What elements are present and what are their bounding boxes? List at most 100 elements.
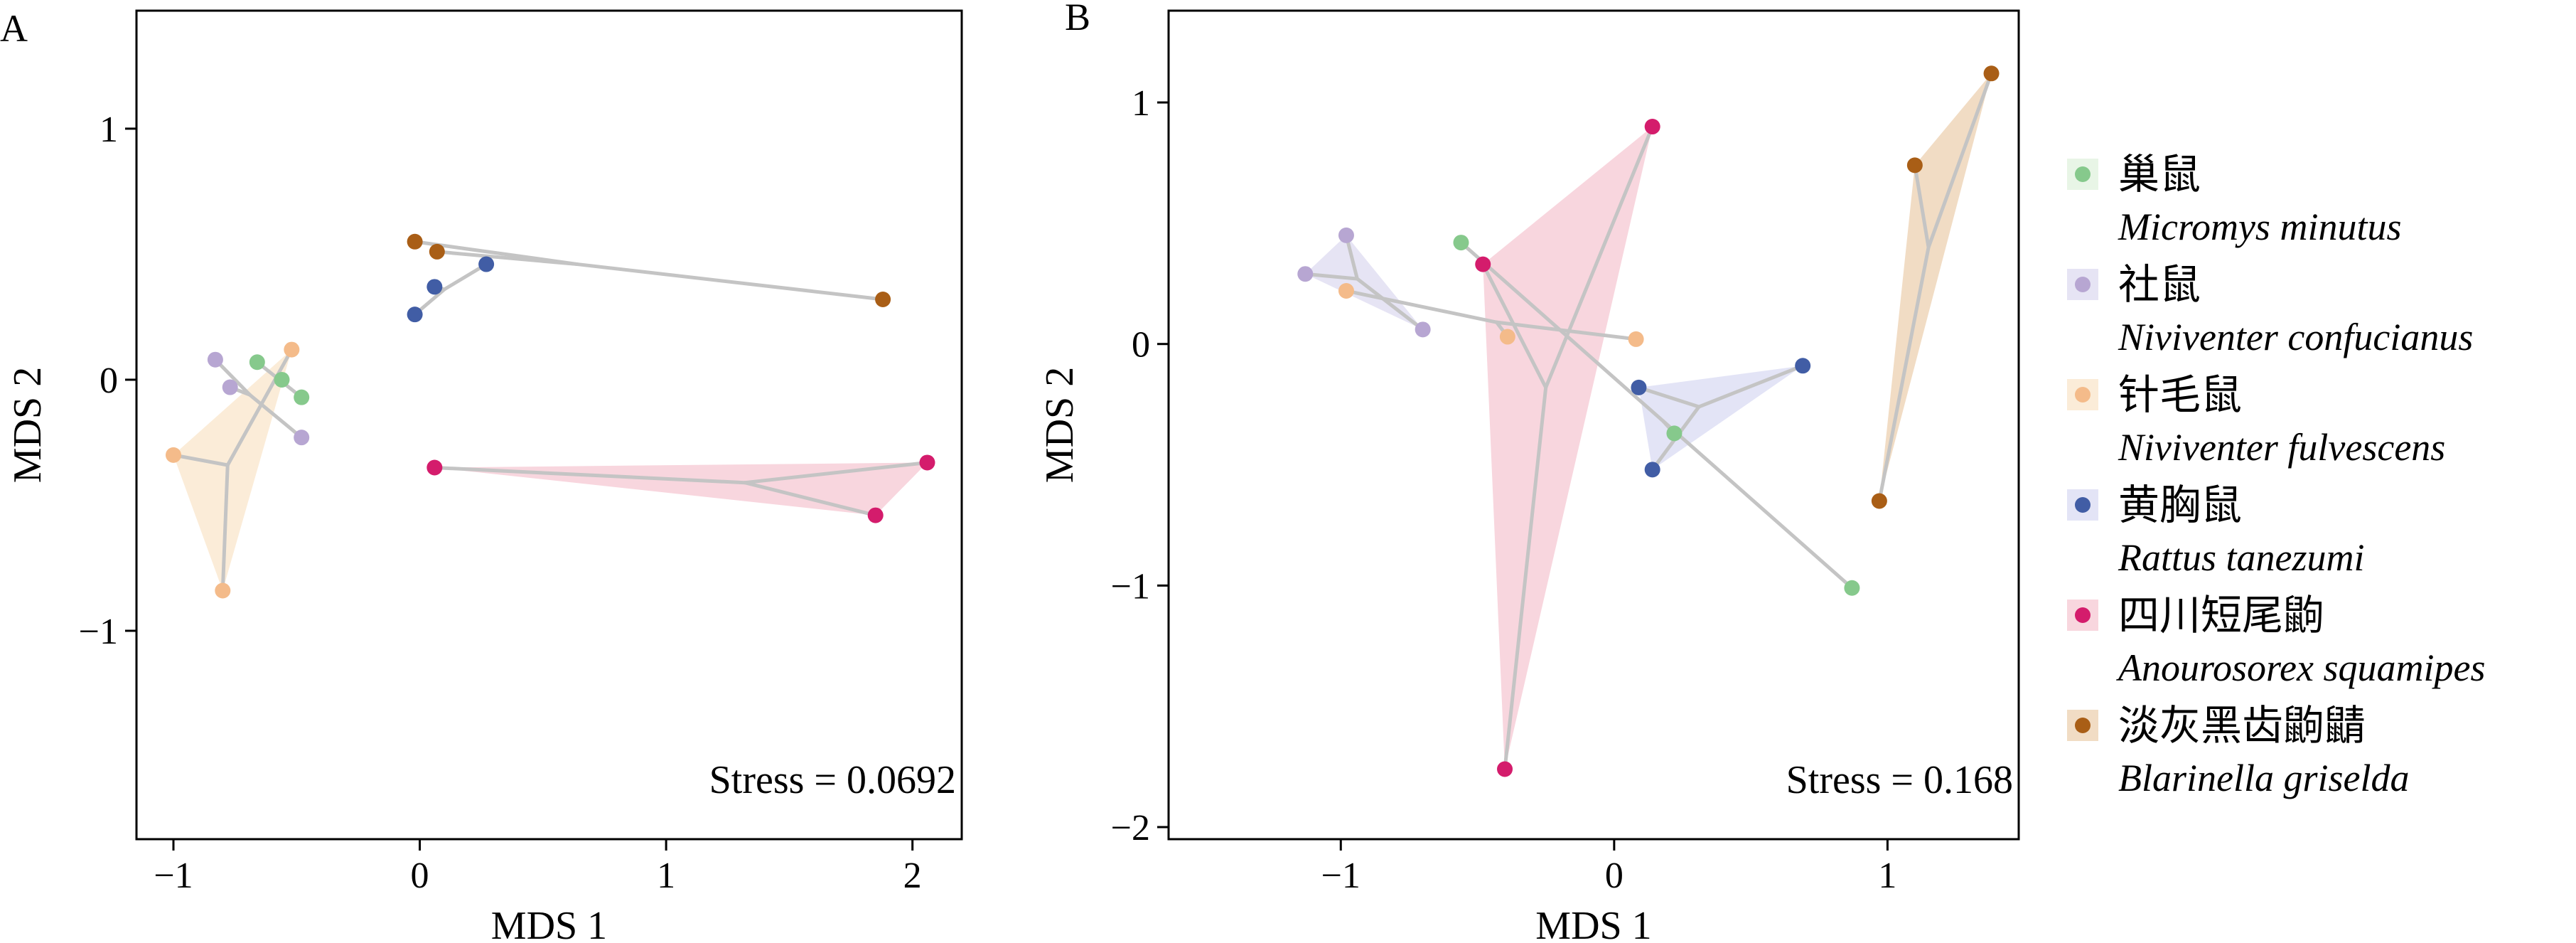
data-point bbox=[1499, 329, 1515, 345]
data-point bbox=[165, 447, 181, 463]
legend: 巢鼠 Micromys minutus 社鼠 Niviventer confucian… bbox=[2067, 151, 2485, 799]
spoke-line bbox=[1303, 272, 1359, 281]
legend-marker bbox=[2075, 718, 2091, 733]
data-point bbox=[1453, 235, 1469, 251]
data-point bbox=[429, 243, 445, 260]
panel-b: −1 0 1 −2 −1 0 1 MDS 1 MDS 2 B Stress = 0.168 bbox=[1038, 0, 2020, 943]
data-point bbox=[867, 507, 884, 523]
hull-6 bbox=[1879, 73, 1992, 501]
y-tick-label: 1 bbox=[1132, 83, 1150, 124]
data-point bbox=[875, 291, 891, 307]
hull-3 bbox=[173, 349, 292, 591]
plot-frame bbox=[1167, 9, 2020, 841]
x-tick-label: 0 bbox=[411, 856, 429, 896]
panel-label: B bbox=[1065, 0, 1090, 38]
data-point bbox=[1475, 256, 1491, 272]
data-point bbox=[1871, 493, 1887, 509]
x-tick-label: −1 bbox=[154, 856, 193, 896]
data-point bbox=[919, 454, 935, 471]
spoke-line bbox=[1697, 363, 1805, 409]
legend-label-zh: 四川短尾鼩 bbox=[2118, 592, 2324, 639]
hull-layer bbox=[1305, 73, 1992, 769]
spoke-line bbox=[1877, 245, 1931, 503]
x-tick-label: −1 bbox=[1321, 856, 1361, 896]
legend-label-zh: 针毛鼠 bbox=[2118, 372, 2242, 418]
data-point bbox=[1338, 282, 1354, 299]
data-point bbox=[1983, 65, 2000, 82]
stress-annotation: Stress = 0.0692 bbox=[709, 758, 956, 802]
legend-label-latin: Rattus tanezumi bbox=[2118, 536, 2365, 579]
y-tick-label: −2 bbox=[1111, 808, 1150, 848]
y-tick-label: 1 bbox=[100, 110, 118, 150]
legend-marker bbox=[2075, 166, 2091, 182]
spoke-line bbox=[442, 262, 488, 292]
spoke-line bbox=[1661, 419, 1854, 590]
y-axis-label: MDS 2 bbox=[6, 367, 50, 483]
data-point bbox=[1644, 119, 1660, 135]
data-point bbox=[222, 379, 238, 395]
data-point bbox=[1906, 157, 1923, 174]
point-layer bbox=[165, 233, 935, 599]
legend-marker bbox=[2075, 497, 2091, 513]
y-tick-label: 0 bbox=[100, 361, 118, 401]
legend-item: 针毛鼠 Niviventer fulvescens bbox=[2067, 372, 2445, 469]
legend-item: 淡灰黑齿鼩鼱 Blarinella griselda bbox=[2067, 703, 2409, 799]
x-axis-label: MDS 1 bbox=[491, 904, 607, 943]
spoke-line bbox=[171, 453, 230, 467]
legend-label-latin: Micromys minutus bbox=[2118, 206, 2401, 248]
spoke-line bbox=[743, 460, 929, 485]
data-point bbox=[274, 371, 290, 388]
data-point bbox=[426, 459, 443, 476]
data-point bbox=[1644, 462, 1660, 478]
legend-item: 巢鼠 Micromys minutus bbox=[2067, 151, 2401, 248]
legend-item: 社鼠 Niviventer confucianus bbox=[2067, 262, 2473, 358]
stress-annotation: Stress = 0.168 bbox=[1786, 758, 2013, 802]
spoke-line bbox=[1503, 385, 1548, 772]
panel-label: A bbox=[0, 7, 28, 50]
spoke-line bbox=[1481, 262, 1548, 390]
legend-marker bbox=[2075, 387, 2091, 403]
legend-label-zh: 黄胸鼠 bbox=[2118, 482, 2242, 528]
plot-frame bbox=[135, 9, 963, 841]
spoke-layer bbox=[171, 240, 929, 592]
legend-item: 四川短尾鼩 Anourosorex squamipes bbox=[2067, 592, 2485, 689]
data-point bbox=[1338, 227, 1354, 243]
spoke-line bbox=[1926, 71, 1994, 250]
spoke-line bbox=[213, 358, 252, 397]
legend-item: 黄胸鼠 Rattus tanezumi bbox=[2067, 482, 2365, 579]
spoke-line bbox=[1355, 277, 1425, 331]
data-point bbox=[407, 307, 423, 323]
data-point bbox=[1415, 321, 1431, 338]
legend-label-latin: Niviventer confucianus bbox=[2118, 316, 2473, 358]
data-point bbox=[249, 354, 265, 371]
y-tick-label: −1 bbox=[79, 612, 118, 652]
data-point bbox=[407, 233, 423, 250]
x-tick-label: 1 bbox=[1878, 856, 1896, 896]
legend-label-zh: 社鼠 bbox=[2118, 262, 2201, 308]
legend-label-zh: 巢鼠 bbox=[2118, 151, 2201, 198]
data-point bbox=[478, 256, 495, 272]
legend-marker bbox=[2075, 277, 2091, 292]
spoke-line bbox=[1344, 289, 1498, 324]
y-tick-label: −1 bbox=[1111, 566, 1150, 607]
spoke-line bbox=[225, 348, 294, 467]
data-point bbox=[294, 430, 310, 446]
data-point bbox=[1628, 331, 1644, 347]
panel-a: −1 0 1 2 −1 0 1 MDS 1 MDS 2 A Stress = 0.0692 bbox=[0, 7, 963, 943]
data-point bbox=[1666, 425, 1683, 442]
spoke-line bbox=[1636, 385, 1701, 409]
x-tick-label: 0 bbox=[1605, 856, 1624, 896]
data-point bbox=[1297, 266, 1314, 282]
x-axis-label: MDS 1 bbox=[1535, 904, 1651, 943]
x-tick-label: 1 bbox=[657, 856, 675, 896]
data-point bbox=[426, 279, 443, 295]
hull-4 bbox=[1638, 366, 1803, 470]
data-point bbox=[1631, 379, 1647, 395]
spoke-line bbox=[247, 393, 304, 439]
legend-label-latin: Anourosorex squamipes bbox=[2116, 646, 2485, 689]
y-axis-label: MDS 2 bbox=[1038, 367, 1082, 483]
spoke-line bbox=[575, 262, 885, 302]
data-point bbox=[1844, 580, 1860, 596]
data-point bbox=[284, 341, 300, 358]
